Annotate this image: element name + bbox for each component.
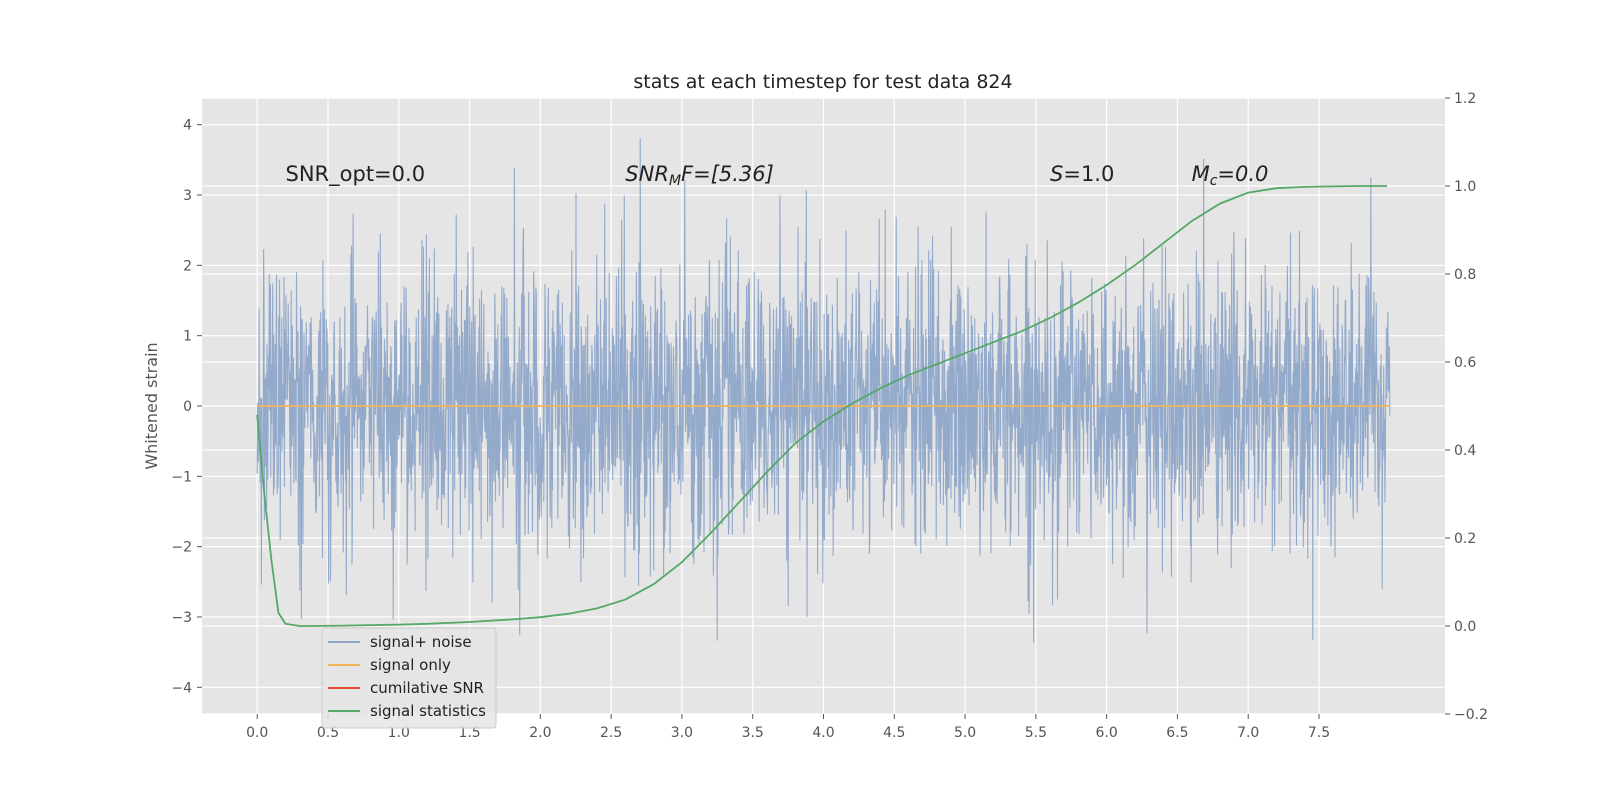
line-series bbox=[256, 185, 1390, 627]
x-tick-label: 6.5 bbox=[1166, 725, 1188, 741]
y-tick-label: −3 bbox=[171, 610, 192, 626]
y2-tick-label: −0.2 bbox=[1454, 707, 1488, 723]
x-tick-label: 0.0 bbox=[246, 725, 268, 741]
y2-tick-label: 0.0 bbox=[1454, 619, 1476, 635]
x-tick-label: 2.5 bbox=[600, 725, 622, 741]
legend-label: cumilative SNR bbox=[370, 679, 484, 697]
x-tick-label: 7.0 bbox=[1237, 725, 1259, 741]
y-tick-label: 2 bbox=[183, 258, 192, 274]
y-tick-label: 0 bbox=[183, 399, 192, 415]
legend-label: signal+ noise bbox=[370, 633, 472, 651]
y2-tick-label: 0.6 bbox=[1454, 355, 1476, 371]
x-tick-label: 6.0 bbox=[1096, 725, 1118, 741]
series-line-3 bbox=[256, 185, 1387, 627]
x-tick-label: 3.5 bbox=[742, 725, 764, 741]
annotation-2: S=1.0 bbox=[1050, 162, 1114, 186]
chart-title: stats at each timestep for test data 824 bbox=[633, 71, 1012, 93]
x-tick-label: 4.5 bbox=[883, 725, 905, 741]
y-tick-label: −1 bbox=[171, 469, 192, 485]
y-tick-label: 4 bbox=[183, 118, 192, 134]
y2-tick-label: 0.8 bbox=[1454, 267, 1476, 283]
legend-box bbox=[321, 627, 497, 729]
x-tick-label: 1.0 bbox=[388, 725, 410, 741]
y2-tick-label: 0.4 bbox=[1454, 443, 1476, 459]
x-tick-label: 5.5 bbox=[1025, 725, 1047, 741]
x-tick-label: 7.5 bbox=[1308, 725, 1330, 741]
x-tick-label: 1.5 bbox=[458, 725, 480, 741]
annotation-1: SNRMF=[5.36] bbox=[625, 162, 774, 189]
x-tick-label: 0.5 bbox=[317, 725, 339, 741]
signal-noise-series bbox=[256, 138, 1391, 644]
noise-line bbox=[256, 138, 1391, 644]
legend: signal+ noise signal only cumilative SNR si… bbox=[321, 627, 497, 729]
annotation-3: Mc=0.0 bbox=[1192, 162, 1269, 189]
y-tick-label: 3 bbox=[183, 188, 192, 204]
y-tick-label: −2 bbox=[171, 540, 192, 556]
x-tick-label: 4.0 bbox=[812, 725, 834, 741]
y2-tick-label: 1.0 bbox=[1454, 179, 1476, 195]
y2-tick-label: 0.2 bbox=[1454, 531, 1476, 547]
y-tick-label: −4 bbox=[171, 680, 192, 696]
x-tick-label: 2.0 bbox=[529, 725, 551, 741]
annotations: SNR_opt=0.0 SNRMF=[5.36] S=1.0 Mc=0.0 bbox=[286, 162, 1269, 189]
legend-label: signal only bbox=[370, 656, 451, 674]
x-tick-label: 5.0 bbox=[954, 725, 976, 741]
annotation-0: SNR_opt=0.0 bbox=[286, 162, 426, 187]
legend-label: signal statistics bbox=[370, 702, 486, 720]
axes: 0.0 0.5 1.0 1.5 2.0 2.5 3.0 3.5 4.0 4.5 5.0 5.5 6.0 6… bbox=[171, 91, 1488, 741]
y2-tick-label: 1.2 bbox=[1454, 91, 1476, 107]
y-axis-label: Whitened strain bbox=[142, 342, 161, 469]
y-tick-label: 1 bbox=[183, 329, 192, 345]
x-tick-label: 3.0 bbox=[671, 725, 693, 741]
